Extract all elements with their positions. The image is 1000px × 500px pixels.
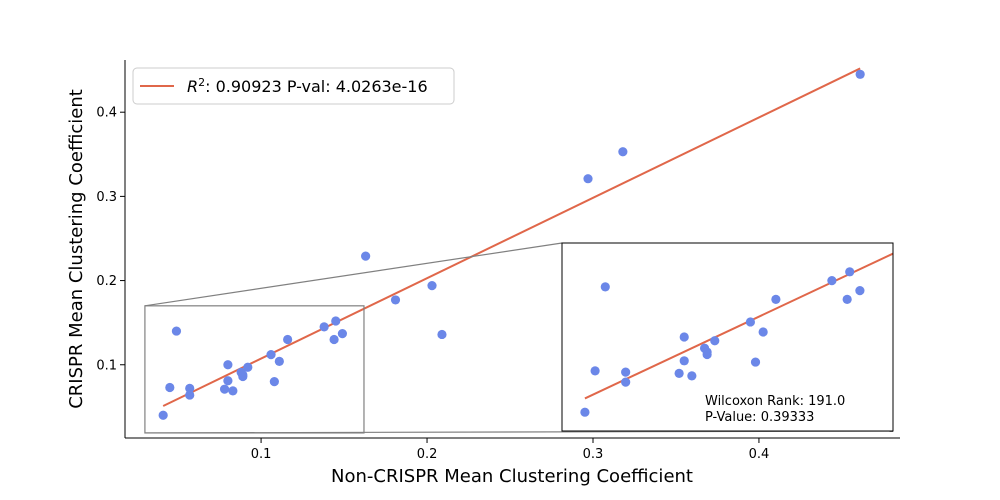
inset-background [562, 243, 893, 431]
x-tick-label: 0.3 [583, 447, 604, 462]
data-point [855, 69, 865, 79]
data-point [185, 383, 195, 393]
x-ticks: 0.1 0.2 0.3 0.4 [251, 438, 770, 462]
inset-content [562, 243, 893, 431]
regression-line [162, 67, 861, 407]
data-point [165, 382, 175, 393]
data-point [223, 360, 233, 370]
data-point [238, 370, 248, 380]
y-tick-label: 0.4 [96, 106, 117, 121]
y-ticks: 0.1 0.2 0.3 0.4 [96, 106, 125, 373]
inset-data-point [827, 276, 837, 286]
data-point [219, 384, 230, 394]
data-point [269, 376, 279, 387]
inset-data-point [745, 317, 756, 327]
x-axis-label: Non-CRISPR Mean Clustering Coefficient [331, 466, 693, 487]
inset-data-point [580, 407, 590, 417]
main-axes: 0.1 0.2 0.3 0.4 0.1 0.2 0.3 0.4 [96, 60, 900, 462]
inset-data-point [621, 367, 631, 377]
inset-data-point [758, 327, 768, 337]
legend-stats-text: : 0.90923 P-val: 4.0263e-16 [205, 77, 428, 96]
data-point [329, 334, 339, 345]
data-point [158, 410, 168, 420]
data-point [228, 386, 238, 396]
legend: R2: 0.90923 P-val: 4.0263e-16 [132, 67, 455, 105]
legend-superscript: 2 [198, 76, 205, 89]
inset-data-point [679, 356, 689, 366]
data-point [331, 316, 341, 326]
legend-entry-text: R2: 0.90923 P-val: 4.0263e-16 [187, 76, 428, 97]
data-point [171, 326, 182, 336]
x-tick-label: 0.2 [417, 447, 438, 462]
y-axis-label: CRISPR Mean Clustering Coefficient [66, 89, 87, 409]
data-point [337, 329, 347, 339]
inset-data-point [842, 294, 852, 304]
data-point [319, 322, 329, 332]
data-point [427, 281, 437, 291]
inset-data-point [855, 286, 865, 296]
data-points [158, 69, 865, 420]
inset-panel: Wilcoxon Rank: 191.0 P-Value: 0.39333 [561, 242, 894, 432]
inset-data-point [687, 371, 697, 381]
y-tick-label: 0.2 [96, 274, 117, 289]
inset-data-point [674, 368, 684, 378]
data-point [266, 350, 276, 360]
y-tick-label: 0.3 [96, 190, 117, 205]
inset-data-point [590, 366, 600, 376]
wilcoxon-rank-label: Wilcoxon Rank: 191.0 [705, 394, 845, 409]
inset-data-point [710, 336, 720, 346]
data-point [283, 334, 293, 345]
x-tick-label: 0.1 [251, 447, 272, 462]
inset-data-point [845, 267, 855, 277]
data-point [185, 390, 195, 400]
y-tick-label: 0.1 [96, 358, 117, 373]
inset-data-point [679, 332, 689, 342]
inset-data-point [600, 282, 610, 292]
data-point [390, 295, 401, 305]
inset-clipped [580, 252, 893, 417]
data-point [274, 356, 284, 366]
fit-line-group [162, 67, 861, 407]
legend-r-symbol: R [187, 77, 198, 96]
p-value-label: P-Value: 0.39333 [705, 410, 814, 425]
data-point [583, 174, 593, 184]
data-point [223, 376, 233, 386]
zoom-connector-top [144, 242, 563, 307]
data-point [618, 147, 628, 157]
data-point [437, 329, 447, 340]
data-point [243, 362, 253, 372]
inset-frame [561, 242, 894, 432]
inset-data-point [771, 294, 781, 304]
inset-data-point [750, 357, 761, 367]
inset-data-point [702, 347, 712, 357]
inset-data-point [621, 377, 631, 387]
zoom-source-region [144, 305, 365, 434]
x-tick-label: 0.4 [749, 447, 770, 462]
legend-box [132, 67, 455, 105]
data-point [361, 251, 371, 261]
